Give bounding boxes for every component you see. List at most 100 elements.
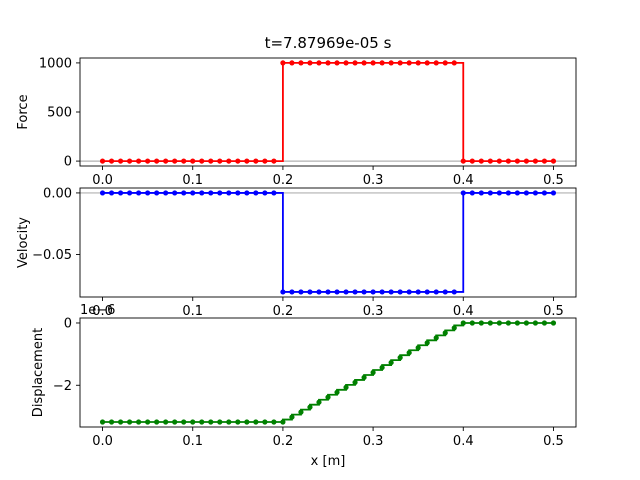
force-marker: [262, 158, 268, 164]
velocity-xtick-label: 0.1: [182, 304, 203, 319]
displacement-marker: [280, 419, 286, 425]
force-marker: [289, 60, 295, 66]
velocity-marker: [99, 190, 106, 196]
velocity-ytick-label: −0.05: [32, 248, 72, 263]
velocity-marker: [424, 289, 430, 295]
displacement-marker: [199, 419, 205, 425]
displacement-marker: [117, 419, 124, 425]
displacement-marker: [424, 340, 430, 346]
displacement-marker: [190, 419, 196, 425]
velocity-marker: [334, 289, 340, 295]
force-marker: [532, 158, 539, 164]
velocity-marker: [406, 289, 412, 295]
velocity-marker: [163, 190, 169, 196]
force-marker: [145, 158, 151, 164]
force-ytick-label: 0: [64, 155, 72, 170]
displacement-marker: [181, 419, 187, 425]
force-marker: [424, 60, 430, 66]
velocity-marker: [199, 190, 205, 196]
velocity-marker: [460, 190, 466, 196]
displacement-marker: [334, 389, 340, 395]
velocity-marker: [253, 190, 259, 196]
force-marker: [298, 60, 304, 66]
velocity-marker: [181, 190, 187, 196]
force-marker: [108, 158, 115, 164]
force-marker: [523, 158, 530, 164]
displacement-ytick-label: 0: [64, 316, 72, 331]
force-marker: [163, 158, 169, 164]
velocity-xtick-label: 0.3: [363, 304, 384, 319]
force-marker: [442, 60, 448, 66]
force-marker: [235, 158, 241, 164]
displacement-marker: [487, 320, 493, 326]
force-marker: [217, 158, 223, 164]
velocity-marker: [217, 190, 223, 196]
displacement-marker: [289, 414, 295, 420]
force-marker: [99, 158, 106, 164]
velocity-marker: [208, 190, 214, 196]
force-marker: [181, 158, 187, 164]
displacement-marker: [172, 419, 178, 425]
force-marker: [127, 158, 133, 164]
force-ytick-label: 500: [47, 106, 72, 121]
displacement-marker: [154, 419, 160, 425]
displacement-marker: [262, 419, 268, 425]
displacement-marker: [379, 364, 385, 371]
force-marker: [172, 158, 178, 164]
displacement-marker: [316, 399, 322, 405]
velocity-marker: [316, 289, 322, 295]
displacement-marker: [406, 350, 412, 356]
force-marker: [550, 158, 557, 164]
velocity-marker: [172, 190, 178, 196]
force-marker: [253, 158, 259, 164]
velocity-marker: [244, 190, 250, 196]
displacement-axes-frame: [79, 317, 577, 428]
velocity-marker: [415, 289, 421, 295]
displacement-marker: [343, 384, 349, 390]
displacement-marker: [136, 419, 142, 425]
displacement-marker: [532, 320, 539, 326]
displacement-marker: [325, 394, 331, 400]
force-marker: [451, 60, 457, 66]
velocity-marker: [379, 289, 385, 295]
velocity-marker: [541, 190, 548, 196]
force-marker: [370, 60, 376, 66]
displacement-marker: [235, 419, 241, 425]
velocity-marker: [514, 190, 520, 196]
velocity-marker: [523, 190, 530, 196]
velocity-marker: [505, 190, 511, 196]
force-marker: [325, 60, 331, 66]
displacement-marker: [550, 320, 557, 326]
force-marker: [505, 158, 511, 164]
velocity-marker: [226, 190, 232, 196]
force-marker: [460, 158, 466, 164]
force-marker: [388, 60, 394, 66]
force-marker: [280, 60, 286, 66]
displacement-marker: [478, 320, 484, 326]
displacement-marker: [163, 419, 169, 425]
force-xtick-label: 0.0: [92, 173, 113, 188]
velocity-marker: [289, 289, 295, 295]
force-marker: [190, 158, 196, 164]
velocity-marker: [433, 289, 439, 295]
force-marker: [397, 60, 403, 66]
velocity-marker: [127, 190, 133, 196]
displacement-xtick-label: 0.5: [543, 434, 564, 449]
force-xtick-label: 0.3: [363, 173, 384, 188]
velocity-ytick-label: 0.00: [43, 186, 72, 201]
displacement-ylabel: Displacement: [31, 328, 46, 417]
velocity-marker: [496, 190, 502, 196]
displacement-marker: [505, 320, 511, 326]
velocity-marker: [550, 190, 557, 196]
displacement-marker: [433, 335, 439, 341]
force-marker: [415, 60, 421, 66]
force-marker: [316, 60, 322, 66]
force-marker: [514, 158, 520, 164]
velocity-marker: [478, 190, 484, 196]
displacement-xtick-label: 0.3: [363, 434, 384, 449]
force-marker: [199, 158, 205, 164]
displacement-xtick-label: 0.2: [273, 434, 294, 449]
displacement-marker: [108, 419, 115, 425]
velocity-marker: [451, 289, 457, 295]
